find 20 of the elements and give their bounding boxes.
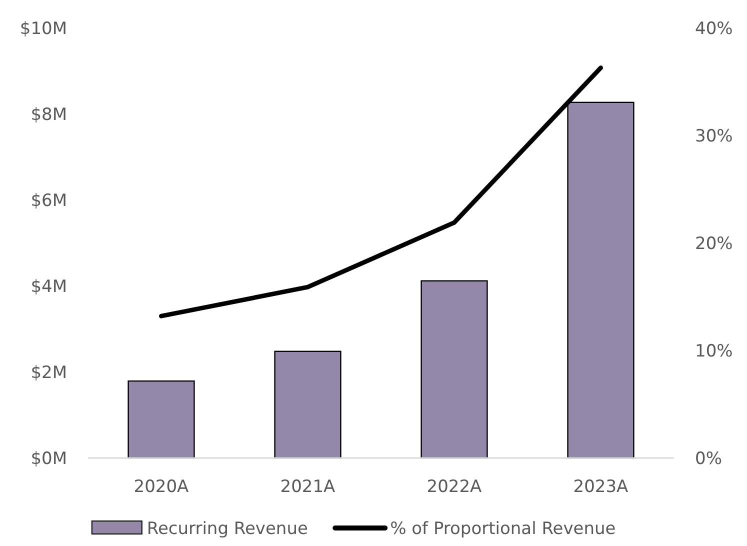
- y2-tick-label: 20%: [695, 234, 733, 254]
- bar: [274, 350, 342, 459]
- y-tick-label: $0M: [30, 448, 67, 469]
- y-tick-label: $6M: [30, 190, 67, 211]
- x-tick-label: 2023A: [573, 476, 629, 497]
- y-tick-label: $10M: [20, 18, 67, 39]
- x-tick-label: 2020A: [134, 476, 190, 497]
- bar: [420, 280, 488, 459]
- y-tick-label: $2M: [30, 362, 67, 383]
- y2-tick-label: 10%: [695, 341, 733, 362]
- y-tick-label: $4M: [30, 276, 67, 297]
- legend-label: Recurring Revenue: [146, 518, 308, 539]
- y-tick-label: $8M: [30, 104, 67, 125]
- y2-tick-label: 0%: [695, 448, 722, 469]
- legend-label: % of Proportional Revenue: [390, 518, 616, 539]
- bar: [128, 380, 195, 459]
- x-tick-label: 2021A: [280, 476, 336, 497]
- y2-tick-label: 30%: [695, 126, 733, 146]
- y2-tick-label: 40%: [695, 18, 733, 39]
- x-tick-label: 2022A: [426, 476, 482, 497]
